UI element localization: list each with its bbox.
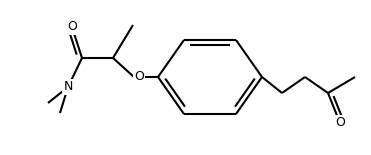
- Text: O: O: [67, 20, 77, 33]
- Text: N: N: [63, 80, 73, 93]
- Text: O: O: [335, 117, 345, 129]
- Text: O: O: [134, 71, 144, 84]
